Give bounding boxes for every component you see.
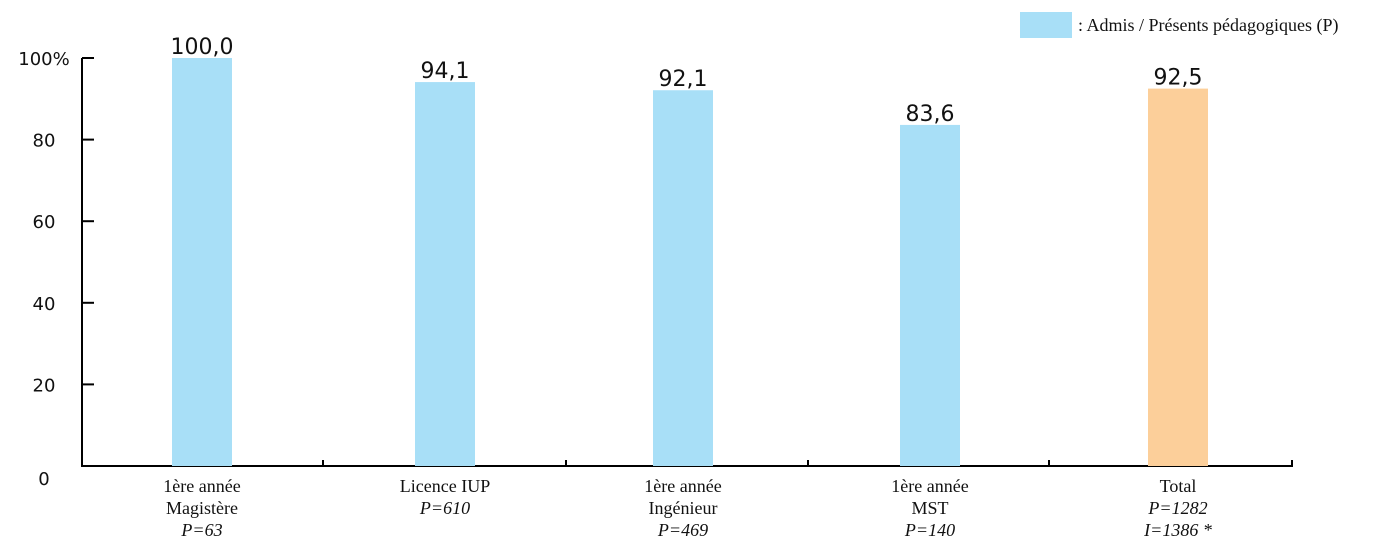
x-tick-label: 1ère année <box>644 476 721 496</box>
x-tick-note: I=1386 * <box>1143 520 1212 540</box>
x-tick-label: Total <box>1160 476 1197 496</box>
value-labels: 100,0 94,1 92,1 83,6 92,5 <box>171 35 1203 127</box>
x-tick-note: P=140 <box>904 520 955 540</box>
x-tick-note: P=469 <box>657 520 708 540</box>
bar <box>900 124 960 467</box>
y-tick-label: 40 <box>33 294 56 315</box>
x-tick-label: Ingénieur <box>649 498 718 518</box>
x-tick-note: P=63 <box>180 520 222 540</box>
bar <box>1148 88 1208 466</box>
x-tick-label: Magistère <box>166 498 238 518</box>
y-tick-label: 0 <box>38 469 49 490</box>
x-tick-note: P=1282 <box>1147 498 1207 518</box>
bar <box>172 58 232 466</box>
x-tick-label: 1ère année <box>163 476 240 496</box>
y-tick-label: 20 <box>33 375 56 396</box>
x-tick-note: P=610 <box>419 498 470 518</box>
data-label: 100,0 <box>171 35 234 60</box>
data-label: 94,1 <box>421 59 470 84</box>
legend-swatch <box>1020 12 1072 38</box>
y-tick-label: 80 <box>33 131 56 152</box>
y-tick-label: 100% <box>18 49 69 70</box>
legend: : Admis / Présents pédagogiques (P) <box>1020 12 1338 38</box>
x-tick-label: Licence IUP <box>400 476 490 496</box>
x-tick-label: 1ère année <box>891 476 968 496</box>
y-axis: 0 20 40 60 80 100% <box>18 49 94 490</box>
data-label: 83,6 <box>906 102 955 127</box>
data-label: 92,1 <box>659 67 708 92</box>
bar <box>653 90 713 467</box>
legend-label: : Admis / Présents pédagogiques (P) <box>1078 15 1338 36</box>
y-tick-label: 60 <box>33 212 56 233</box>
bars <box>172 58 1208 467</box>
x-tick-label: MST <box>911 498 948 518</box>
data-label: 92,5 <box>1154 66 1203 91</box>
bar <box>415 82 475 467</box>
